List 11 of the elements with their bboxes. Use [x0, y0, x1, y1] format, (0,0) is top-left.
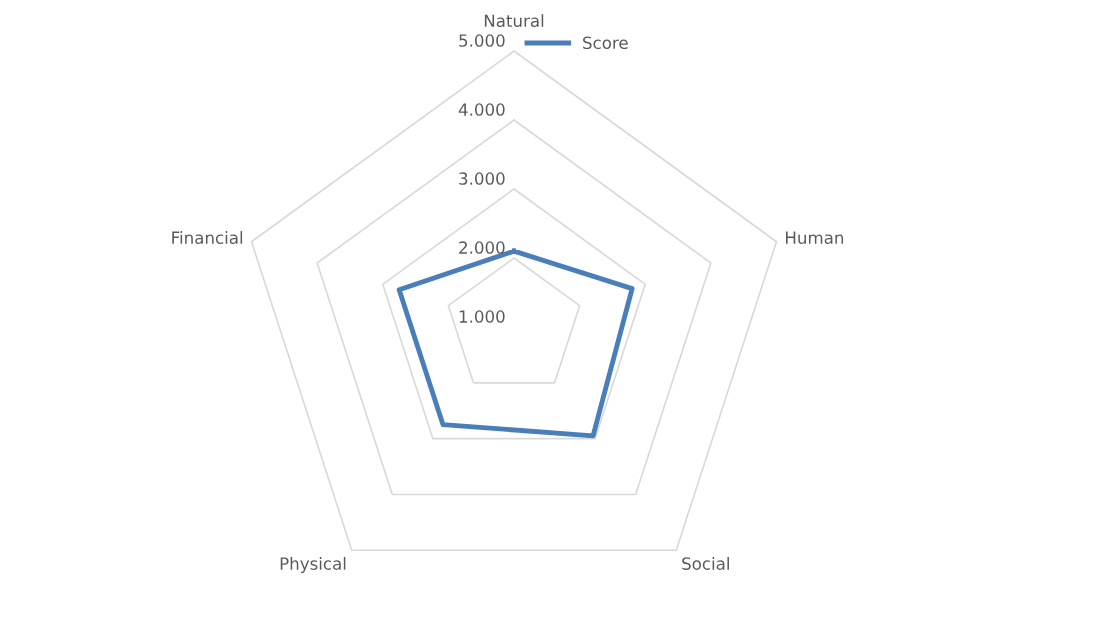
y-tick-label: 2.000 — [459, 241, 505, 254]
spoke-label: Physical — [280, 556, 346, 574]
spoke-label: Natural — [484, 14, 544, 28]
spoke-label: Financial — [172, 231, 243, 244]
y-tick-label: 5.000 — [459, 34, 505, 47]
y-tick-label: 1.000 — [459, 310, 505, 323]
y-tick-label: 3.000 — [459, 172, 505, 185]
legend-label: Score — [583, 36, 628, 50]
y-tick-label: 4.000 — [458, 103, 505, 116]
spoke-label: Human — [786, 231, 844, 244]
spoke-label: Social — [682, 556, 729, 570]
